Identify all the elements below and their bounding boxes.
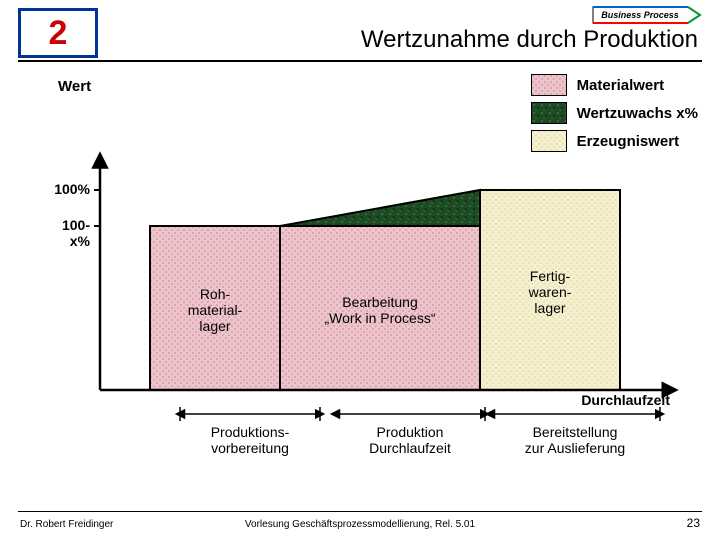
- legend-item-material: Materialwert: [531, 74, 698, 96]
- footer-title: Vorlesung Geschäftsprozessmodellierung, …: [0, 519, 720, 530]
- y-axis-title: Wert: [58, 78, 91, 95]
- header-rule: [18, 60, 702, 62]
- chart-area: 100%100-x% Roh-material-lagerBearbeitung…: [60, 100, 680, 400]
- chart-svg: [60, 100, 680, 430]
- slide-title: Wertzunahme durch Produktion: [361, 26, 698, 54]
- bar-label-fertigwaren: Fertig-waren-lager: [480, 268, 620, 316]
- y-tick-label: 100-x%: [60, 217, 90, 249]
- bar-label-bearbeitung-top: Bearbeitung„Work in Process“: [280, 294, 480, 326]
- footer-rule: [18, 511, 702, 512]
- legend-label-material: Materialwert: [577, 77, 665, 94]
- phase-label-2: Bereitstellungzur Auslieferung: [490, 424, 660, 456]
- x-axis-title: Durchlaufzeit: [581, 392, 670, 408]
- slide-number-box: 2: [18, 8, 98, 58]
- slide: 2 Business Process Wertzunahme durch Pro…: [0, 0, 720, 540]
- business-process-badge: Business Process: [592, 4, 702, 26]
- bar-label-rohmaterial: Roh-material-lager: [150, 286, 280, 334]
- y-tick-label: 100%: [54, 181, 90, 197]
- footer-page: 23: [687, 516, 700, 530]
- swatch-material: [531, 74, 567, 96]
- phase-label-1: ProduktionDurchlaufzeit: [335, 424, 485, 456]
- badge-text: Business Process: [601, 10, 679, 20]
- phase-label-0: Produktions-vorbereitung: [180, 424, 320, 456]
